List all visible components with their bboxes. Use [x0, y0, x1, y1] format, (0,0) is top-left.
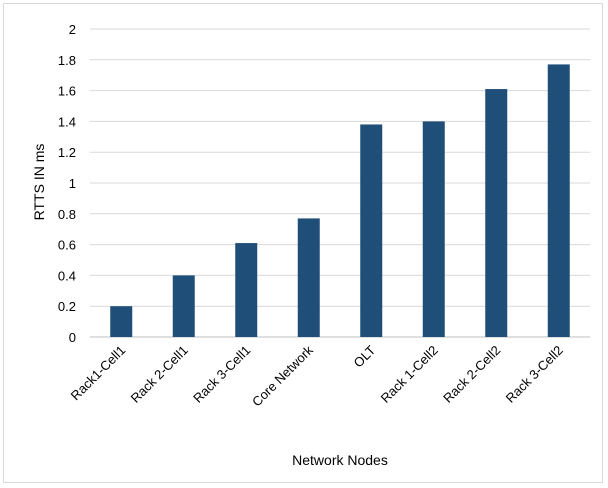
- y-tick-label: 0.6: [58, 238, 76, 253]
- x-axis-title: Network Nodes: [292, 452, 388, 468]
- bar: [422, 121, 445, 338]
- y-tick-label: 0.8: [58, 207, 76, 222]
- bar: [110, 306, 133, 337]
- x-tick-label: Rack1-Cell1: [68, 343, 129, 404]
- y-axis-ticks: 0 0.2 0.4 0.6 0.8 1 1.2 1.4 1.6 1.8 2: [58, 22, 76, 345]
- bar: [360, 124, 383, 337]
- bars: [110, 64, 570, 338]
- y-axis-title: RTTS IN ms: [31, 144, 47, 221]
- x-tick-label: Rack 2-Cell1: [128, 343, 191, 406]
- x-tick-label: Rack 3-Cell1: [190, 343, 253, 406]
- x-tick-label: OLT: [351, 342, 379, 370]
- y-tick-label: 0: [69, 330, 76, 345]
- x-tick-label: Core Network: [249, 342, 316, 409]
- y-tick-label: 1.6: [58, 84, 76, 99]
- y-tick-label: 1.4: [58, 114, 76, 129]
- y-tick-label: 1.8: [58, 53, 76, 68]
- bar: [485, 89, 508, 337]
- x-tick-label: Rack 2-Cell2: [440, 343, 503, 406]
- bar: [235, 243, 258, 337]
- bar: [172, 275, 195, 337]
- y-tick-label: 1: [69, 176, 76, 191]
- x-tick-label: Rack 3-Cell2: [503, 343, 566, 406]
- bar: [297, 218, 320, 337]
- y-tick-label: 1.2: [58, 145, 76, 160]
- x-tick-label: Rack 1-Cell2: [378, 343, 441, 406]
- x-axis-ticks: Rack1-Cell1 Rack 2-Cell1 Rack 3-Cell1Core …: [68, 342, 566, 409]
- y-tick-label: 0.4: [58, 268, 76, 283]
- y-tick-label: 2: [69, 22, 76, 37]
- gridlines: [90, 28, 590, 338]
- y-tick-label: 0.2: [58, 299, 76, 314]
- bar: [547, 64, 570, 338]
